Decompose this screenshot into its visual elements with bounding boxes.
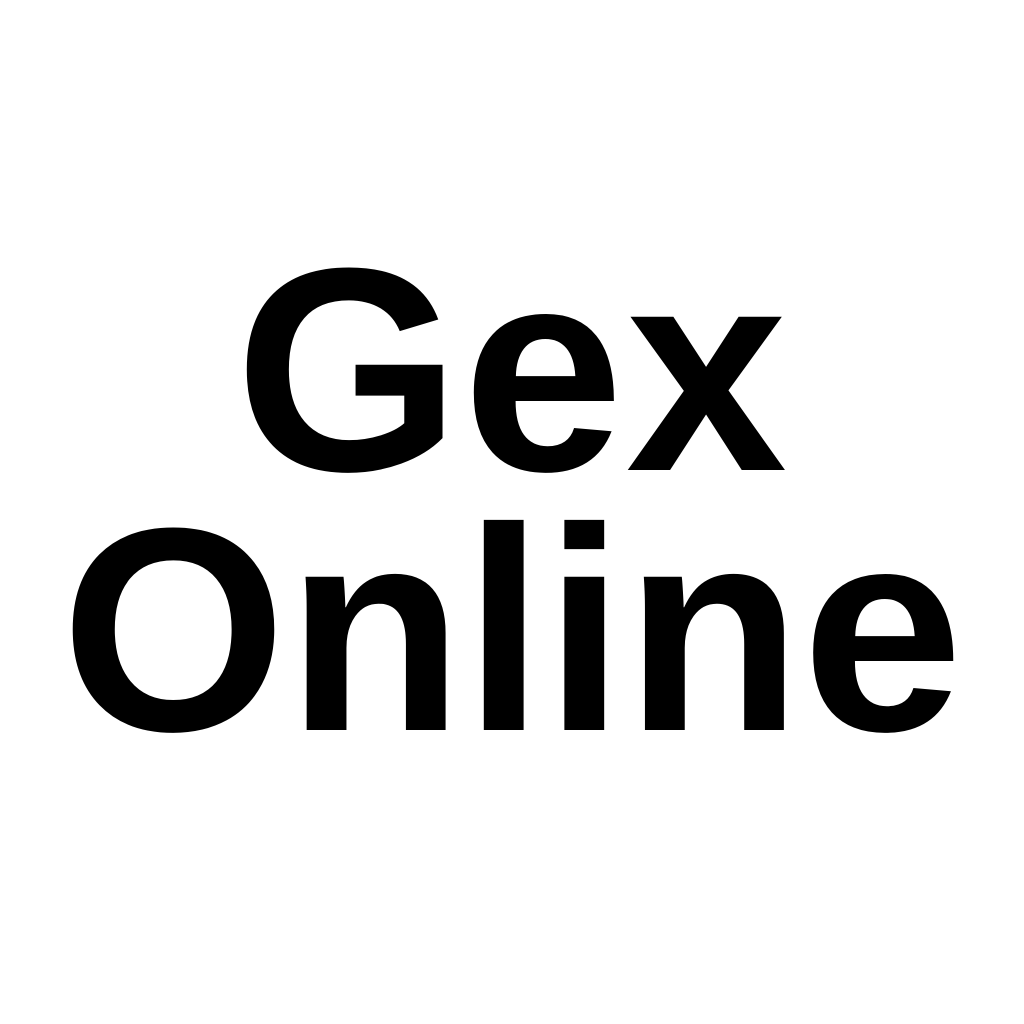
logo-line-gex: Gex	[234, 208, 790, 532]
logo-line-online: Online	[60, 468, 964, 792]
